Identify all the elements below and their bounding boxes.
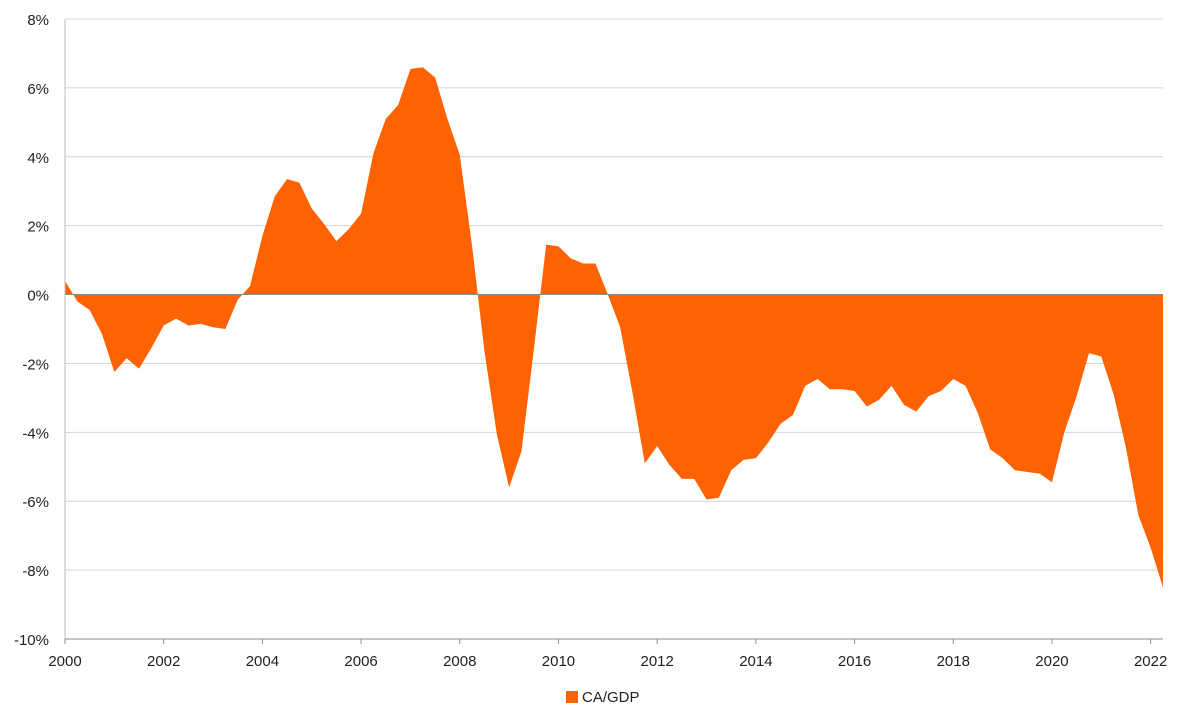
y-tick-label: -4% (22, 425, 49, 442)
y-axis-labels: 8% 6% 4% 2% 0% -2% -4% -6% -8% -10% (14, 12, 49, 649)
x-tick-label: 2022 (1134, 653, 1167, 670)
y-tick-label: -8% (22, 563, 49, 580)
legend-swatch (566, 691, 578, 703)
y-tick-label: -10% (14, 632, 49, 649)
y-tick-label: 4% (27, 150, 49, 167)
y-tick-label: 8% (27, 12, 49, 29)
y-tick-label: -2% (22, 356, 49, 373)
x-tick-label: 2004 (246, 653, 279, 670)
x-tick-label: 2014 (739, 653, 772, 670)
ca-gdp-area (65, 67, 1163, 588)
x-tick-label: 2008 (443, 653, 476, 670)
axes (64, 19, 1163, 644)
gridlines (65, 18, 1163, 571)
x-axis-labels: 2000 2002 2004 2006 2008 2010 2012 2014 2016 2018… (48, 653, 1167, 670)
plot-area (65, 67, 1163, 588)
x-tick-label: 2006 (344, 653, 377, 670)
y-tick-label: 0% (27, 288, 49, 305)
x-tick-label: 2000 (48, 653, 81, 670)
x-tick-label: 2012 (640, 653, 673, 670)
legend-label: CA/GDP (582, 689, 640, 706)
x-tick-label: 2018 (937, 653, 970, 670)
y-tick-label: -6% (22, 494, 49, 511)
legend: CA/GDP (566, 689, 640, 706)
x-tick-label: 2020 (1035, 653, 1068, 670)
x-tick-label: 2010 (542, 653, 575, 670)
y-tick-label: 6% (27, 81, 49, 98)
x-tick-label: 2016 (838, 653, 871, 670)
y-tick-label: 2% (27, 219, 49, 236)
x-tick-label: 2002 (147, 653, 180, 670)
